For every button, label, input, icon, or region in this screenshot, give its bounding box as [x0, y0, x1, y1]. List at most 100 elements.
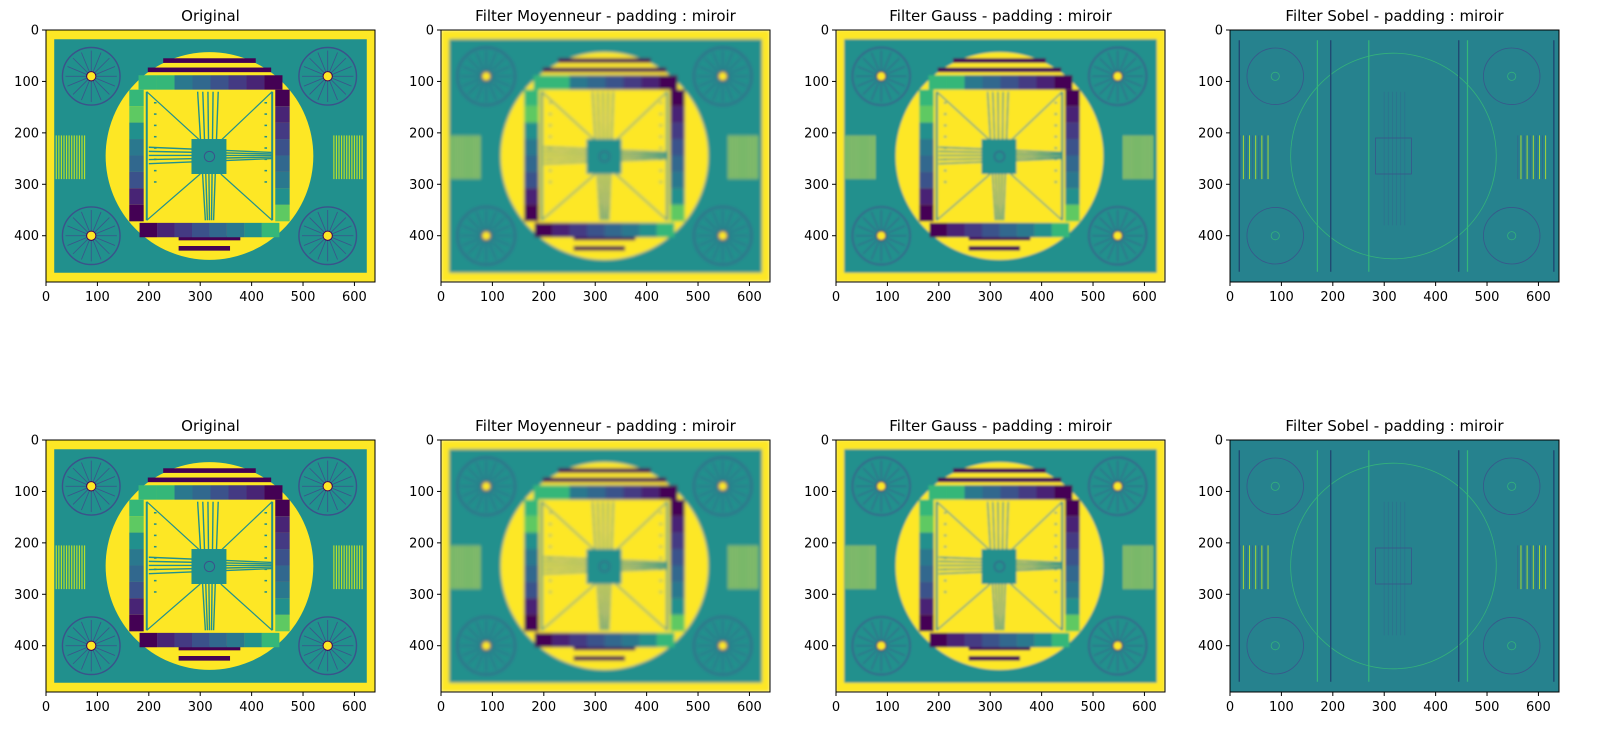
- diagonal-3: [1010, 173, 1063, 221]
- bottom-bar-2: [573, 656, 626, 661]
- ytick-label-1-2: 200: [409, 126, 434, 141]
- ytick-label-2-4: 400: [804, 229, 829, 244]
- xtick-label-2-0: 0: [832, 290, 840, 305]
- xtick-label-6-5: 500: [1081, 700, 1106, 715]
- left-gradient-4: [129, 155, 144, 172]
- top-gradient-1: [946, 75, 965, 90]
- top-gradient-7: [264, 485, 283, 500]
- ytick-label-2-1: 100: [804, 75, 829, 90]
- dash-left-0: [153, 102, 157, 104]
- wheel-hub-1: [322, 71, 333, 82]
- edge-hub-1: [1507, 481, 1517, 491]
- top-gradient-1: [551, 485, 570, 500]
- ytick-label-0-4: 400: [14, 229, 39, 244]
- ytick-label-0-0: 0: [31, 24, 39, 39]
- right-gradient-0: [275, 89, 290, 107]
- dash-left-2: [943, 124, 947, 127]
- right-gradient-4: [1065, 155, 1080, 172]
- right-gradient-6: [275, 188, 290, 205]
- bottom-gradient-2: [174, 222, 192, 238]
- dash-right-6: [659, 579, 663, 582]
- left-gradient-4: [919, 155, 934, 172]
- bottom-gradient-2: [569, 632, 587, 648]
- panel-1: Filter Moyenneur - padding : miroir 0 100 2…: [409, 7, 771, 305]
- image-background: [1230, 440, 1559, 692]
- axes-frame-7: [1229, 439, 1560, 693]
- bottom-gradient-6: [639, 632, 657, 648]
- top-gradient-0: [928, 75, 947, 90]
- bottom-gradient-0: [929, 222, 948, 238]
- ytick-label-7-2: 200: [1198, 536, 1223, 551]
- right-gradient-7: [275, 204, 290, 222]
- center-square: [981, 549, 1017, 584]
- edge-center-box: [1375, 547, 1412, 585]
- xtick-label-0-3: 300: [188, 290, 213, 305]
- dash-left-5: [153, 568, 157, 571]
- dash-right-3: [659, 135, 663, 138]
- xtick-label-1-2: 200: [531, 290, 556, 305]
- dash-right-2: [1054, 124, 1058, 127]
- edge-hub-1: [1507, 71, 1517, 81]
- xtick-label-6-0: 0: [832, 700, 840, 715]
- bottom-gradient-2: [964, 632, 982, 648]
- xtick-label-1-4: 400: [634, 290, 659, 305]
- diagonal-2: [541, 583, 596, 631]
- left-gradient-5: [129, 171, 144, 189]
- bottom-gradient-4: [209, 222, 227, 238]
- top-gradient-0: [138, 75, 157, 90]
- edge-circle: [1290, 52, 1497, 260]
- left-gradient-6: [919, 598, 934, 615]
- right-gradient-4: [1065, 565, 1080, 582]
- dash-right-3: [1054, 135, 1058, 138]
- axes-frame-0: [45, 29, 376, 283]
- bottom-bar-1: [178, 645, 241, 651]
- panel-2: Filter Gauss - padding : miroir 0 100 200 30…: [804, 7, 1166, 305]
- dash-right-7: [1054, 591, 1058, 593]
- dash-left-6: [943, 169, 947, 172]
- dash-right-5: [1054, 568, 1058, 571]
- diagonal-2: [146, 583, 201, 631]
- dash-right-4: [659, 557, 663, 559]
- right-gradient-5: [670, 581, 685, 599]
- panel-4: Original 0 100 200 300 400 500 600 0 100 200 300 400: [14, 417, 376, 715]
- wheel-hub-1: [1112, 481, 1123, 492]
- image-4: [46, 440, 375, 692]
- left-gradient-5: [919, 171, 934, 189]
- bottom-gradient-3: [191, 222, 210, 238]
- xtick-label-7-2: 200: [1320, 700, 1345, 715]
- ytick-label-6-3: 300: [804, 588, 829, 603]
- left-gradient-1: [524, 516, 539, 533]
- right-gradient-2: [1065, 532, 1080, 550]
- dash-right-4: [659, 147, 663, 149]
- wheel-hub-3: [1112, 230, 1123, 241]
- wheel-hub-0: [481, 71, 492, 82]
- wheel-hub-3: [322, 230, 333, 241]
- ytick-label-1-1: 100: [409, 75, 434, 90]
- dash-left-2: [548, 124, 552, 127]
- dash-left-6: [548, 169, 552, 172]
- ytick-label-4-4: 400: [14, 639, 39, 654]
- ytick-label-2-0: 0: [821, 24, 829, 39]
- wheel-hub-3: [1112, 640, 1123, 651]
- image-3: [1230, 30, 1559, 282]
- bottom-gradient-6: [244, 222, 262, 238]
- xtick-label-3-5: 500: [1475, 290, 1500, 305]
- left-gradient-0: [919, 89, 934, 107]
- right-gradient-5: [275, 581, 290, 599]
- edge-hub-0: [1270, 481, 1280, 491]
- right-gradient-2: [1065, 122, 1080, 140]
- dash-left-3: [943, 135, 947, 138]
- top-gradient-6: [1036, 485, 1055, 500]
- top-gradient-4: [210, 485, 229, 500]
- left-gradient-1: [129, 516, 144, 533]
- ytick-label-5-1: 100: [409, 485, 434, 500]
- xtick-label-1-0: 0: [437, 290, 445, 305]
- edge-hub-2: [1270, 231, 1280, 241]
- right-gradient-0: [670, 89, 685, 107]
- dash-right-7: [264, 181, 268, 183]
- bottom-gradient-7: [261, 222, 280, 238]
- ytick-label-4-2: 200: [14, 536, 39, 551]
- ytick-label-1-3: 300: [409, 178, 434, 193]
- wheel-hub-2: [86, 230, 97, 241]
- left-gradient-6: [919, 188, 934, 205]
